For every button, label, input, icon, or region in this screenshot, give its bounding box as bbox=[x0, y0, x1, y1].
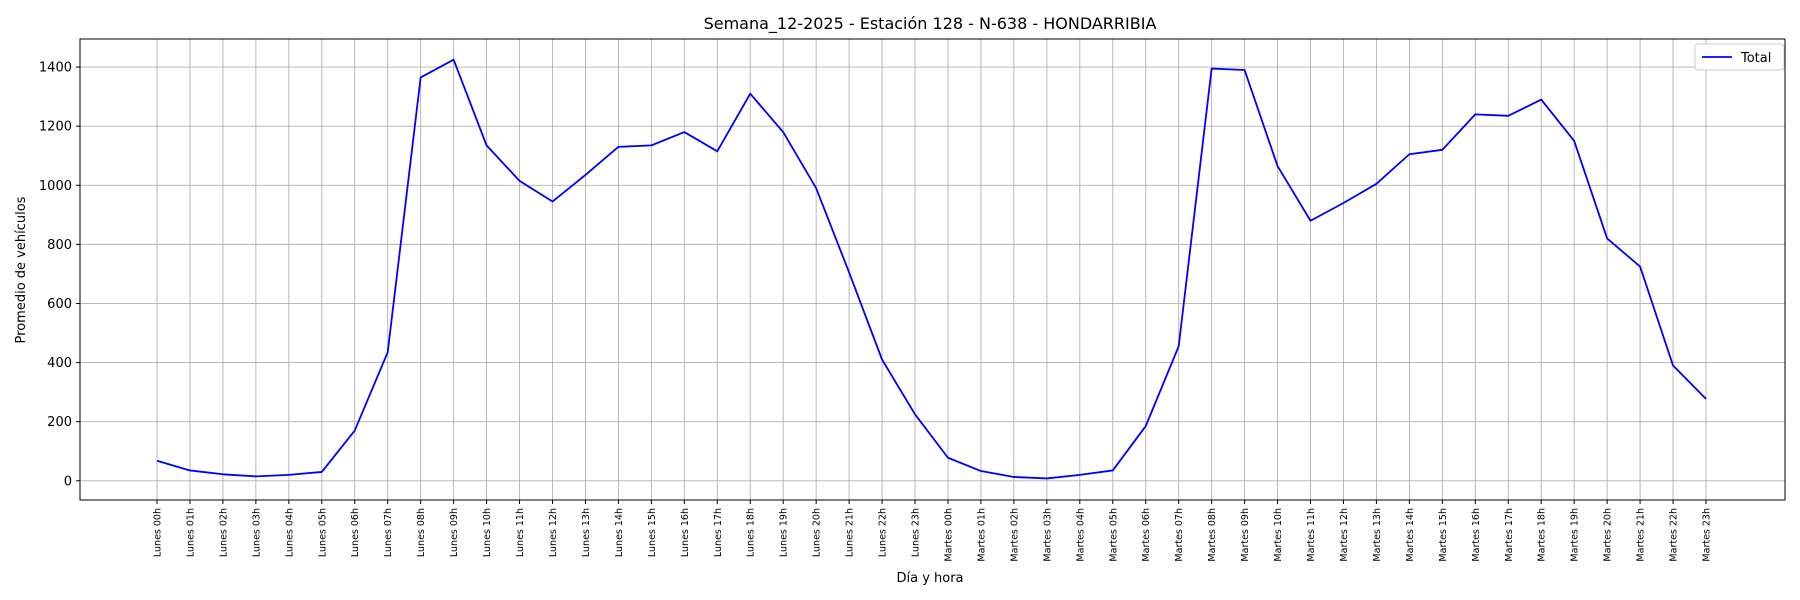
x-tick-label: Lunes 09h bbox=[449, 508, 460, 557]
x-tick-label: Lunes 21h bbox=[845, 508, 856, 557]
x-tick-label: Lunes 00h bbox=[153, 508, 164, 557]
x-tick-label: Lunes 12h bbox=[548, 508, 559, 557]
x-axis-label: Día y hora bbox=[896, 571, 963, 586]
x-tick-label: Martes 06h bbox=[1141, 508, 1152, 562]
x-tick-label: Lunes 11h bbox=[515, 508, 526, 557]
grid bbox=[80, 39, 1785, 500]
x-tick-label: Martes 13h bbox=[1372, 508, 1383, 562]
x-tick-label: Lunes 05h bbox=[317, 508, 328, 557]
plot-frame bbox=[79, 38, 1786, 501]
y-tick-label: 1400 bbox=[39, 61, 72, 76]
x-tick-label: Martes 20h bbox=[1603, 508, 1614, 562]
x-tick-label: Martes 12h bbox=[1339, 508, 1350, 562]
x-tick-label: Martes 02h bbox=[1009, 508, 1020, 562]
x-tick-label: Lunes 07h bbox=[383, 508, 394, 557]
x-tick-label: Martes 15h bbox=[1438, 508, 1449, 562]
x-tick-label: Martes 10h bbox=[1273, 508, 1284, 562]
x-tick-label: Lunes 08h bbox=[416, 508, 427, 557]
x-tick-label: Martes 23h bbox=[1702, 508, 1713, 562]
x-tick-label: Lunes 16h bbox=[680, 508, 691, 557]
legend-label-total: Total bbox=[1740, 51, 1771, 66]
series-line-total bbox=[156, 58, 1707, 480]
x-tick-label: Martes 00h bbox=[943, 508, 954, 562]
x-tick-label: Martes 19h bbox=[1570, 508, 1581, 562]
x-tick-label: Martes 14h bbox=[1405, 508, 1416, 562]
y-tick-label: 1200 bbox=[39, 120, 72, 135]
x-tick-label: Martes 08h bbox=[1207, 508, 1218, 562]
chart-title: Semana_12-2025 - Estación 128 - N-638 - … bbox=[704, 14, 1157, 34]
x-tick-label: Martes 03h bbox=[1042, 508, 1053, 562]
x-tick-label: Lunes 13h bbox=[581, 508, 592, 557]
legend-box bbox=[1694, 43, 1785, 71]
x-tick-label: Martes 21h bbox=[1636, 508, 1647, 562]
x-tick-label: Lunes 20h bbox=[812, 508, 823, 557]
x-tick-label: Lunes 22h bbox=[878, 508, 889, 557]
legend: Total bbox=[1694, 43, 1785, 71]
tick-labels: Lunes 00h Lunes 01h Lunes 02h Lunes 03h Lune… bbox=[39, 61, 1713, 562]
x-tick-label: Lunes 10h bbox=[482, 508, 493, 557]
x-tick-label: Martes 07h bbox=[1174, 508, 1185, 562]
y-tick-label: 0 bbox=[64, 474, 72, 489]
y-tick-label: 400 bbox=[47, 356, 72, 371]
series-layer bbox=[156, 58, 1707, 480]
x-tick-label: Lunes 18h bbox=[746, 508, 757, 557]
x-tick-label: Lunes 17h bbox=[713, 508, 724, 557]
x-tick-label: Lunes 03h bbox=[251, 508, 262, 557]
x-tick-label: Martes 11h bbox=[1306, 508, 1317, 562]
x-tick-label: Martes 16h bbox=[1471, 508, 1482, 562]
x-tick-label: Lunes 15h bbox=[647, 508, 658, 557]
x-tick-label: Martes 04h bbox=[1075, 508, 1086, 562]
x-tick-label: Martes 01h bbox=[976, 508, 987, 562]
y-tick-label: 200 bbox=[47, 415, 72, 430]
x-tick-label: Lunes 01h bbox=[185, 508, 196, 557]
x-tick-label: Lunes 19h bbox=[779, 508, 790, 557]
x-tick-label: Lunes 23h bbox=[911, 508, 922, 557]
x-tick-label: Martes 17h bbox=[1504, 508, 1515, 562]
x-tick-label: Lunes 02h bbox=[218, 508, 229, 557]
y-tick-label: 800 bbox=[47, 238, 72, 253]
y-tick-label: 1000 bbox=[39, 179, 72, 194]
x-tick-label: Martes 18h bbox=[1537, 508, 1548, 562]
x-tick-label: Martes 09h bbox=[1240, 508, 1251, 562]
axes bbox=[76, 38, 1786, 504]
x-tick-label: Lunes 04h bbox=[284, 508, 295, 557]
x-tick-label: Lunes 06h bbox=[350, 508, 361, 557]
y-tick-label: 600 bbox=[47, 297, 72, 312]
y-axis-label: Promedio de vehículos bbox=[14, 196, 29, 343]
x-tick-label: Martes 05h bbox=[1108, 508, 1119, 562]
x-tick-label: Martes 22h bbox=[1669, 508, 1680, 562]
x-tick-label: Lunes 14h bbox=[614, 508, 625, 557]
